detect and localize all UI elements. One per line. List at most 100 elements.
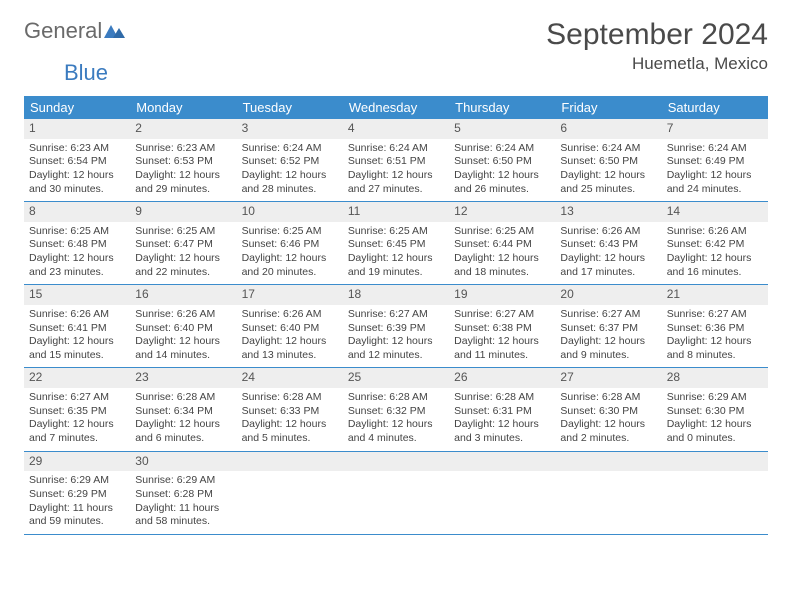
day-cell: 16Sunrise: 6:26 AMSunset: 6:40 PMDayligh…	[130, 285, 236, 367]
day-cell: .	[662, 452, 768, 534]
daylight-line2: and 26 minutes.	[454, 183, 550, 197]
day-number: 6	[555, 119, 661, 139]
day-body: Sunrise: 6:25 AMSunset: 6:48 PMDaylight:…	[24, 222, 130, 285]
day-body: Sunrise: 6:28 AMSunset: 6:32 PMDaylight:…	[343, 388, 449, 451]
sunrise-text: Sunrise: 6:26 AM	[135, 308, 231, 322]
sunrise-text: Sunrise: 6:25 AM	[29, 225, 125, 239]
daylight-line1: Daylight: 12 hours	[29, 335, 125, 349]
sunset-text: Sunset: 6:34 PM	[135, 405, 231, 419]
day-number: 24	[237, 368, 343, 388]
day-body: Sunrise: 6:27 AMSunset: 6:35 PMDaylight:…	[24, 388, 130, 451]
sunrise-text: Sunrise: 6:26 AM	[242, 308, 338, 322]
day-number: 17	[237, 285, 343, 305]
sunset-text: Sunset: 6:35 PM	[29, 405, 125, 419]
daylight-line2: and 7 minutes.	[29, 432, 125, 446]
daylight-line1: Daylight: 12 hours	[242, 252, 338, 266]
day-number: .	[237, 452, 343, 472]
daylight-line2: and 29 minutes.	[135, 183, 231, 197]
daylight-line2: and 20 minutes.	[242, 266, 338, 280]
daylight-line1: Daylight: 12 hours	[242, 169, 338, 183]
daylight-line2: and 28 minutes.	[242, 183, 338, 197]
sunset-text: Sunset: 6:39 PM	[348, 322, 444, 336]
day-body: Sunrise: 6:29 AMSunset: 6:29 PMDaylight:…	[24, 471, 130, 534]
sunset-text: Sunset: 6:31 PM	[454, 405, 550, 419]
sunset-text: Sunset: 6:48 PM	[29, 238, 125, 252]
daylight-line2: and 19 minutes.	[348, 266, 444, 280]
daylight-line2: and 23 minutes.	[29, 266, 125, 280]
sunset-text: Sunset: 6:47 PM	[135, 238, 231, 252]
sunset-text: Sunset: 6:40 PM	[135, 322, 231, 336]
day-body: Sunrise: 6:26 AMSunset: 6:41 PMDaylight:…	[24, 305, 130, 368]
sunrise-text: Sunrise: 6:28 AM	[560, 391, 656, 405]
weekday-header: Thursday	[449, 96, 555, 119]
sunrise-text: Sunrise: 6:28 AM	[242, 391, 338, 405]
day-number: 23	[130, 368, 236, 388]
sunrise-text: Sunrise: 6:28 AM	[135, 391, 231, 405]
daylight-line1: Daylight: 12 hours	[454, 252, 550, 266]
sunset-text: Sunset: 6:29 PM	[29, 488, 125, 502]
day-number: 18	[343, 285, 449, 305]
weekday-header: Wednesday	[343, 96, 449, 119]
sunset-text: Sunset: 6:43 PM	[560, 238, 656, 252]
daylight-line1: Daylight: 12 hours	[560, 418, 656, 432]
daylight-line1: Daylight: 12 hours	[667, 335, 763, 349]
day-body: Sunrise: 6:25 AMSunset: 6:44 PMDaylight:…	[449, 222, 555, 285]
day-cell: 18Sunrise: 6:27 AMSunset: 6:39 PMDayligh…	[343, 285, 449, 367]
day-cell: 7Sunrise: 6:24 AMSunset: 6:49 PMDaylight…	[662, 119, 768, 201]
sunset-text: Sunset: 6:32 PM	[348, 405, 444, 419]
day-number: 16	[130, 285, 236, 305]
day-number: 11	[343, 202, 449, 222]
title-block: September 2024 Huemetla, Mexico	[546, 18, 768, 74]
daylight-line1: Daylight: 12 hours	[454, 335, 550, 349]
sunset-text: Sunset: 6:51 PM	[348, 155, 444, 169]
daylight-line2: and 59 minutes.	[29, 515, 125, 529]
day-body: Sunrise: 6:24 AMSunset: 6:52 PMDaylight:…	[237, 139, 343, 202]
day-number: 20	[555, 285, 661, 305]
day-cell: 22Sunrise: 6:27 AMSunset: 6:35 PMDayligh…	[24, 368, 130, 450]
day-number: .	[662, 452, 768, 472]
weekday-header: Tuesday	[237, 96, 343, 119]
week-row: 8Sunrise: 6:25 AMSunset: 6:48 PMDaylight…	[24, 202, 768, 285]
day-number: 28	[662, 368, 768, 388]
day-cell: 10Sunrise: 6:25 AMSunset: 6:46 PMDayligh…	[237, 202, 343, 284]
sunset-text: Sunset: 6:28 PM	[135, 488, 231, 502]
sunset-text: Sunset: 6:45 PM	[348, 238, 444, 252]
day-number: 14	[662, 202, 768, 222]
sunrise-text: Sunrise: 6:24 AM	[348, 142, 444, 156]
logo-text-blue: Blue	[64, 60, 108, 85]
daylight-line2: and 18 minutes.	[454, 266, 550, 280]
weekday-header: Friday	[555, 96, 661, 119]
sunset-text: Sunset: 6:52 PM	[242, 155, 338, 169]
sunrise-text: Sunrise: 6:27 AM	[560, 308, 656, 322]
sunset-text: Sunset: 6:42 PM	[667, 238, 763, 252]
daylight-line1: Daylight: 11 hours	[135, 502, 231, 516]
day-number: 29	[24, 452, 130, 472]
daylight-line2: and 27 minutes.	[348, 183, 444, 197]
sunrise-text: Sunrise: 6:26 AM	[560, 225, 656, 239]
day-number: 5	[449, 119, 555, 139]
daylight-line2: and 9 minutes.	[560, 349, 656, 363]
day-cell: .	[343, 452, 449, 534]
week-row: 15Sunrise: 6:26 AMSunset: 6:41 PMDayligh…	[24, 285, 768, 368]
sunrise-text: Sunrise: 6:25 AM	[454, 225, 550, 239]
day-body: Sunrise: 6:27 AMSunset: 6:36 PMDaylight:…	[662, 305, 768, 368]
day-body: Sunrise: 6:28 AMSunset: 6:31 PMDaylight:…	[449, 388, 555, 451]
location: Huemetla, Mexico	[546, 54, 768, 74]
day-cell: 1Sunrise: 6:23 AMSunset: 6:54 PMDaylight…	[24, 119, 130, 201]
day-body: Sunrise: 6:28 AMSunset: 6:30 PMDaylight:…	[555, 388, 661, 451]
daylight-line1: Daylight: 12 hours	[667, 252, 763, 266]
day-cell: 12Sunrise: 6:25 AMSunset: 6:44 PMDayligh…	[449, 202, 555, 284]
sunset-text: Sunset: 6:38 PM	[454, 322, 550, 336]
daylight-line1: Daylight: 12 hours	[29, 252, 125, 266]
weekday-header: Saturday	[662, 96, 768, 119]
sunset-text: Sunset: 6:40 PM	[242, 322, 338, 336]
weeks-container: 1Sunrise: 6:23 AMSunset: 6:54 PMDaylight…	[24, 119, 768, 535]
daylight-line2: and 24 minutes.	[667, 183, 763, 197]
day-cell: 21Sunrise: 6:27 AMSunset: 6:36 PMDayligh…	[662, 285, 768, 367]
sunset-text: Sunset: 6:53 PM	[135, 155, 231, 169]
day-cell: .	[555, 452, 661, 534]
sunset-text: Sunset: 6:30 PM	[560, 405, 656, 419]
day-body: Sunrise: 6:26 AMSunset: 6:42 PMDaylight:…	[662, 222, 768, 285]
daylight-line1: Daylight: 12 hours	[454, 418, 550, 432]
day-body: Sunrise: 6:27 AMSunset: 6:38 PMDaylight:…	[449, 305, 555, 368]
